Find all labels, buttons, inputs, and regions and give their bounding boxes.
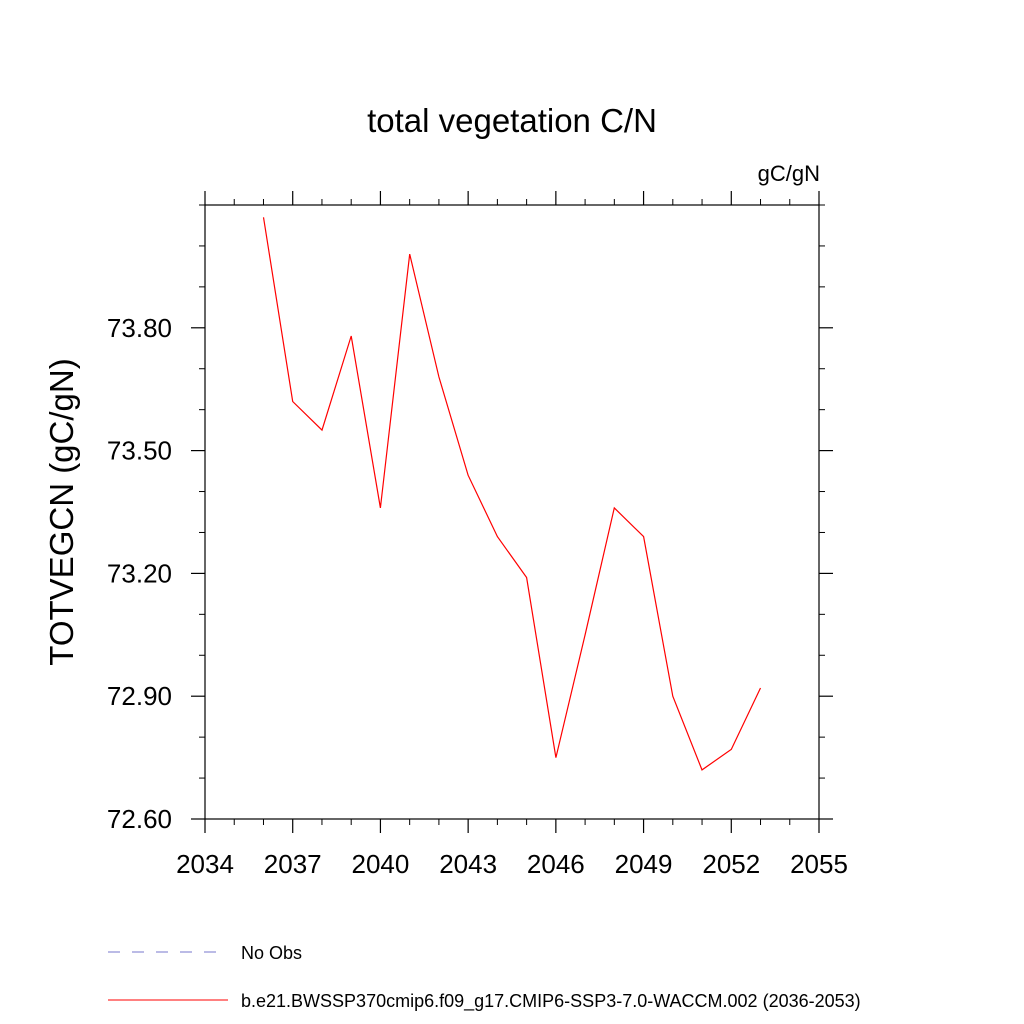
x-tick-label: 2040 [352,849,410,879]
x-tick-label: 2046 [527,849,585,879]
x-tick-label: 2037 [264,849,322,879]
legend-label: b.e21.BWSSP370cmip6.f09_g17.CMIP6-SSP3-7… [241,991,861,1012]
legend: No Obs b.e21.BWSSP370cmip6.f09_g17.CMIP6-… [108,943,861,1012]
y-tick-label: 72.60 [107,804,172,834]
x-tick-label: 2049 [615,849,673,879]
x-tick-label: 2034 [176,849,234,879]
legend-label: No Obs [241,943,302,963]
y-axis-label: TOTVEGCN (gC/gN) [43,358,80,665]
plot-frame [204,204,820,820]
series-line [262,217,762,771]
y-tick-label: 73.80 [107,313,172,343]
series-layer [262,217,762,771]
y-tick-label: 72.90 [107,681,172,711]
axis-ticks: 2034 2037 2040 2043 2046 2049 2052 2055 72.60 72.… [107,191,848,879]
y-tick-label: 73.20 [107,558,172,588]
chart-title: total vegetation C/N [367,102,657,139]
x-tick-label: 2052 [702,849,760,879]
x-tick-label: 2055 [790,849,848,879]
y-tick-label: 73.50 [107,436,172,466]
x-tick-label: 2043 [439,849,497,879]
units-label: gC/gN [758,161,820,186]
